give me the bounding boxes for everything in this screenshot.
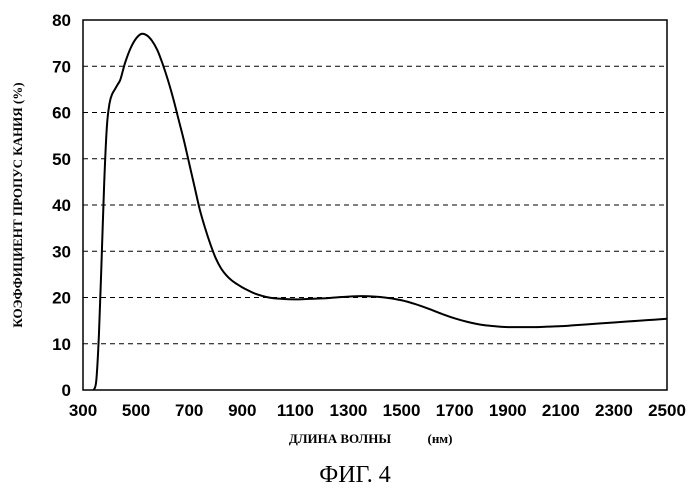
x-tick-label: 500 — [122, 401, 150, 420]
y-tick-labels: 0 10 20 30 40 50 60 70 80 — [52, 11, 71, 400]
y-tick-label: 30 — [52, 242, 71, 261]
y-tick-label: 60 — [52, 104, 71, 123]
x-tick-label: 1500 — [383, 401, 421, 420]
transmittance-curve — [94, 34, 667, 390]
gridlines — [83, 66, 667, 344]
y-axis-title: КОЭФФИЦИЕНТ ПРОПУС КАНИЯ (%) — [10, 82, 25, 327]
y-tick-label: 40 — [52, 196, 71, 215]
figure-caption: ФИГ. 4 — [319, 462, 390, 488]
x-tick-label: 1100 — [277, 401, 314, 420]
x-tick-label: 2500 — [648, 401, 686, 420]
x-tick-label: 1900 — [489, 401, 527, 420]
y-tick-label: 10 — [52, 335, 71, 354]
x-tick-label: 1300 — [330, 401, 368, 420]
x-axis-title: ДЛИНА ВОЛНЫ — [289, 431, 391, 446]
y-tick-label: 70 — [52, 57, 71, 76]
x-tick-label: 300 — [69, 401, 97, 420]
y-tick-label: 20 — [52, 289, 71, 308]
x-tick-label: 2100 — [542, 401, 580, 420]
x-tick-label: 1700 — [436, 401, 474, 420]
y-tick-label: 50 — [52, 150, 71, 169]
x-tick-label: 900 — [228, 401, 256, 420]
x-tick-label: 2300 — [595, 401, 633, 420]
y-tick-label: 80 — [52, 11, 71, 30]
y-tick-label: 0 — [62, 381, 71, 400]
x-tick-label: 700 — [175, 401, 203, 420]
x-axis-unit: (нм) — [427, 431, 452, 446]
x-tick-labels: 300 500 700 900 1100 1300 1500 1700 1900 2100 2300… — [69, 401, 686, 420]
